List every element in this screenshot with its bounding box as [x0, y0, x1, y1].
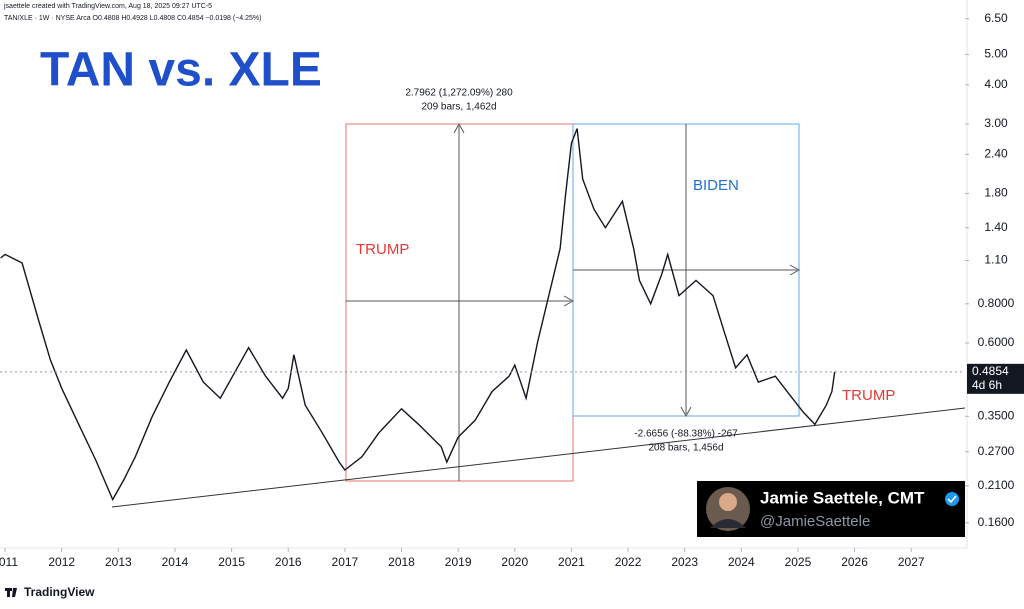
x-tick-label: 2015: [218, 555, 245, 569]
measure-label: 209 bars, 1,462d: [421, 102, 496, 113]
avatar-face: [719, 493, 737, 511]
y-tick-label: 0.1600: [978, 515, 1015, 529]
arrow-head: [789, 264, 801, 276]
countdown-label: 4d 6h: [972, 378, 1002, 392]
logo: [5, 588, 17, 597]
measure-label: 208 bars, 1,456d: [648, 443, 723, 454]
y-tick-label: 3.00: [984, 116, 1008, 130]
chart-title: TAN vs. XLE: [40, 44, 322, 97]
badge-handle: @JamieSaettele: [760, 513, 870, 530]
annotation: BIDEN: [693, 177, 739, 194]
annotation: TRUMP: [842, 387, 895, 404]
y-tick-label: 1.40: [984, 220, 1008, 234]
arrow-head: [453, 122, 465, 134]
x-tick-label: 2023: [671, 555, 698, 569]
x-tick-label: 2021: [558, 555, 585, 569]
y-tick-label: 0.2700: [978, 444, 1015, 458]
badge-name: Jamie Saettele, CMT: [760, 488, 925, 507]
x-tick-label: 2017: [332, 555, 359, 569]
y-tick-label: 1.80: [984, 186, 1008, 200]
annotation: TRUMP: [356, 241, 409, 258]
x-tick-label: 2024: [728, 555, 755, 569]
last-price-label: 0.4854: [972, 364, 1009, 378]
x-tick-label: 2025: [785, 555, 812, 569]
arrow-head: [680, 406, 692, 418]
avatar-suit: [710, 519, 746, 528]
y-tick-label: 2.40: [984, 147, 1008, 161]
x-tick-label: 2014: [162, 555, 189, 569]
measure-label: 2.7962 (1,272.09%) 280: [405, 88, 513, 99]
brand: TradingView: [24, 585, 95, 599]
x-tick-label: 2022: [615, 555, 642, 569]
y-tick-label: 0.2100: [978, 478, 1015, 492]
y-tick-label: 0.8000: [978, 296, 1015, 310]
x-tick-label: 2020: [501, 555, 528, 569]
x-tick-label: 2018: [388, 555, 415, 569]
arrow-head: [563, 295, 575, 307]
x-tick-label: 2016: [275, 555, 302, 569]
x-tick-label: 2027: [898, 555, 925, 569]
credit: jsaettele created with TradingView.com, …: [3, 3, 212, 10]
x-tick-label: 2019: [445, 555, 472, 569]
y-tick-label: 5.00: [984, 47, 1008, 61]
y-tick-label: 1.10: [984, 253, 1008, 267]
measure-label: -2.6656 (-88.38%) -267: [634, 429, 738, 440]
x-tick-label: 2012: [48, 555, 75, 569]
symbol-info: TAN/XLE · 1W · NYSE Arca O0.4808 H0.4928…: [4, 15, 261, 22]
y-tick-label: 4.00: [984, 77, 1008, 91]
y-tick-label: 6.50: [984, 11, 1008, 25]
trendline: [111, 407, 966, 508]
y-tick-label: 0.6000: [978, 335, 1015, 349]
verified-check: [947, 495, 957, 504]
x-tick-label: 2013: [105, 555, 132, 569]
y-tick-label: 0.3500: [978, 409, 1015, 423]
last-price-box: [967, 363, 1024, 394]
price-line: [0, 128, 836, 502]
x-tick-label: 2011: [0, 555, 18, 569]
verified-icon: [945, 492, 959, 506]
x-tick-label: 2026: [841, 555, 868, 569]
